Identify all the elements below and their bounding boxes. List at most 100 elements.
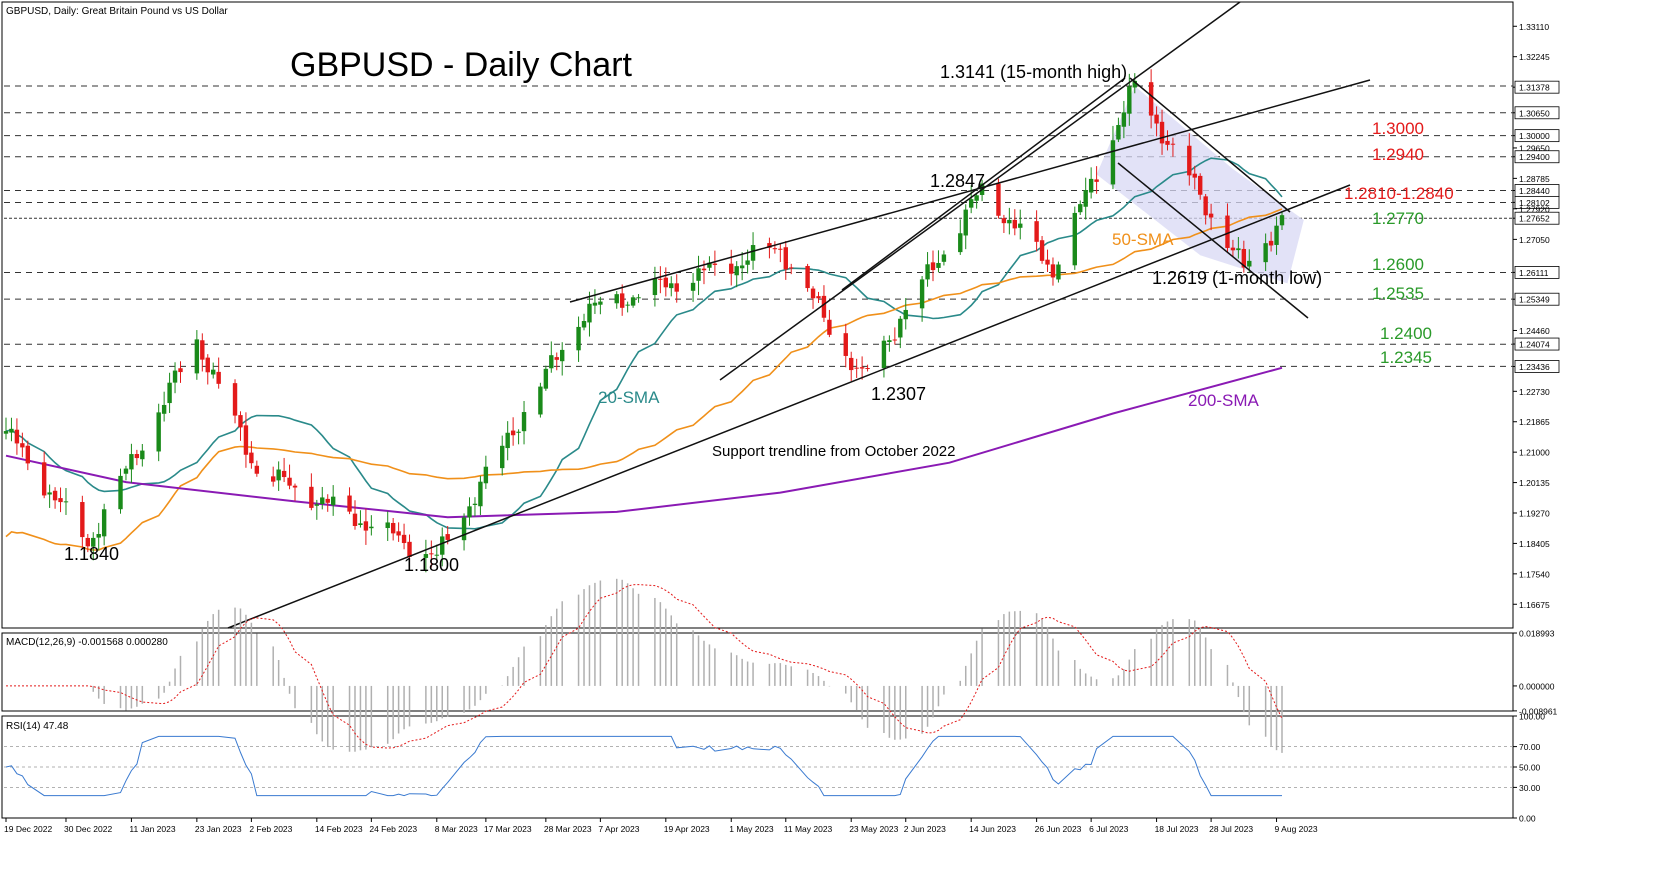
candle-body <box>134 454 140 459</box>
candle-body <box>85 537 90 547</box>
candle-body <box>958 233 963 253</box>
candle-body <box>1110 140 1116 185</box>
label-sma50: 50-SMA <box>1112 230 1174 249</box>
level-label-1-2940: 1.2940 <box>1372 145 1424 164</box>
price-tag-box <box>1514 337 1560 351</box>
candle-body <box>9 428 14 433</box>
candle-body <box>423 554 429 558</box>
candle <box>1034 210 1039 252</box>
candle-body <box>41 462 47 496</box>
candle-body <box>467 506 472 518</box>
candle <box>352 500 358 530</box>
candle-body <box>865 368 870 370</box>
candle-body <box>941 254 947 262</box>
candle <box>810 286 816 309</box>
price-tick-label: 1.31378 <box>1519 83 1550 93</box>
candle-body <box>854 367 859 369</box>
level-label-1-2345: 1.2345 <box>1380 348 1432 367</box>
candle-body <box>1132 80 1137 88</box>
candle <box>865 364 870 372</box>
candle <box>619 284 625 316</box>
price-tick-label: 1.17540 <box>1519 569 1550 579</box>
date-tick-label: 30 Dec 2022 <box>64 824 112 834</box>
candle <box>287 464 292 490</box>
candle <box>194 330 200 380</box>
candle-body <box>20 443 25 448</box>
candle <box>320 486 325 510</box>
candle <box>123 465 129 481</box>
candle-body <box>767 243 772 248</box>
candle-body <box>270 476 276 482</box>
candle-body <box>745 260 750 265</box>
candle-body <box>968 199 974 208</box>
candle-body <box>963 209 968 236</box>
label-sma20: 20-SMA <box>598 388 660 407</box>
candle-body <box>630 297 636 306</box>
annotation-1-month-low: 1.2619 (1-month low) <box>1152 268 1322 288</box>
candle <box>172 362 178 394</box>
candle-body <box>238 415 243 428</box>
candle-body <box>701 268 707 271</box>
candle-body <box>1083 190 1088 207</box>
candle-body <box>652 278 658 296</box>
candle <box>292 483 298 501</box>
candle-body <box>211 369 216 375</box>
price-tick-label: 1.22730 <box>1519 387 1550 397</box>
candle <box>200 333 205 372</box>
candle <box>1247 249 1252 273</box>
candle <box>309 473 314 511</box>
candle-body <box>243 425 249 455</box>
level-label-1-3000: 1.3000 <box>1372 119 1424 138</box>
candle <box>729 249 734 286</box>
candle <box>636 294 641 303</box>
candle-body <box>249 452 254 464</box>
steep-upper-trendline <box>719 1 1241 381</box>
candle <box>1012 209 1018 236</box>
candle-body <box>385 522 390 529</box>
candle-body <box>369 526 374 529</box>
candle <box>690 272 696 302</box>
channel-upper-line <box>1129 77 1291 213</box>
candle <box>385 511 390 541</box>
candle-body <box>1088 178 1094 193</box>
candle-body <box>63 501 69 503</box>
steep-lower-trendline <box>841 77 1126 291</box>
price-tick-label: 1.26111 <box>1519 268 1549 278</box>
candle <box>3 417 9 440</box>
candle <box>805 263 810 292</box>
candle-body <box>1165 140 1170 145</box>
rsi-tick-label: 0.00 <box>1519 814 1536 824</box>
price-tick-label: 1.16675 <box>1519 600 1550 610</box>
candle-body <box>1018 223 1023 228</box>
candle-body <box>434 554 439 556</box>
candle <box>505 421 510 461</box>
date-tick-label: 6 Jul 2023 <box>1089 824 1128 834</box>
level-label-1-2535: 1.2535 <box>1372 284 1424 303</box>
candle-body <box>320 497 325 504</box>
candle-body <box>309 486 314 508</box>
candle-body <box>881 340 887 369</box>
candle <box>789 263 794 275</box>
price-tag-box <box>1514 80 1560 94</box>
candle-body <box>216 371 221 384</box>
date-tick-label: 19 Apr 2023 <box>664 824 710 834</box>
candle-body <box>91 537 96 547</box>
candle <box>1094 166 1099 194</box>
candle-body <box>707 262 712 268</box>
level-label-1-2600: 1.2600 <box>1372 255 1424 274</box>
candle-body <box>821 295 827 318</box>
price-tick-label: 1.30650 <box>1519 108 1550 118</box>
candle-body <box>778 248 783 250</box>
candle <box>330 485 336 516</box>
candle-body <box>789 267 794 269</box>
candle <box>440 527 445 567</box>
candle <box>658 266 663 294</box>
candle-body <box>538 386 543 415</box>
macd-tick-label: 0.000000 <box>1519 681 1555 691</box>
annotation-1-2847: 1.2847 <box>930 171 985 191</box>
candle-body <box>232 383 238 416</box>
candle-body <box>887 340 892 343</box>
candle-body <box>390 522 396 534</box>
candle-body <box>772 248 778 250</box>
candle-body <box>281 470 287 478</box>
